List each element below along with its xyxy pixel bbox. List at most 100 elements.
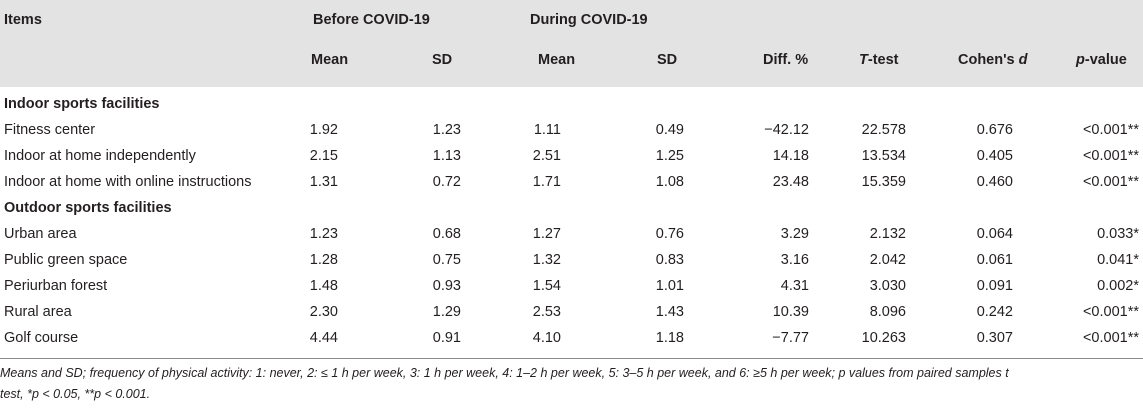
cell-mean-during: 1.11 <box>533 122 561 138</box>
col-sd-before: SD <box>432 52 453 68</box>
cell-diff: 23.48 <box>772 174 809 190</box>
table-row: Indoor at home with online instructions … <box>0 169 1143 195</box>
cell-diff: 14.18 <box>772 148 809 164</box>
col-p-value: p-value <box>1076 52 1127 68</box>
cell-cohens-d: 0.676 <box>976 122 1013 138</box>
cell-t-test: 2.042 <box>869 252 906 268</box>
cell-cohens-d: 0.064 <box>976 226 1013 242</box>
col-cohens-prefix: Cohen's <box>958 52 1019 68</box>
cell-t-test: 15.359 <box>861 174 906 190</box>
cell-cohens-d: 0.061 <box>976 252 1013 268</box>
cell-cohens-d: 0.460 <box>976 174 1013 190</box>
cell-mean-during: 1.71 <box>532 174 561 190</box>
table-row: Urban area 1.23 0.68 1.27 0.76 3.29 2.13… <box>0 221 1143 247</box>
cell-item: Fitness center <box>4 122 96 138</box>
cell-sd-during: 0.49 <box>655 122 684 138</box>
col-t-test: T-test <box>859 52 898 68</box>
cell-item: Rural area <box>4 304 72 320</box>
cell-sd-during: 1.43 <box>655 304 684 320</box>
cell-diff: 10.39 <box>772 304 809 320</box>
table-row: Golf course 4.44 0.91 4.10 1.18 −7.77 10… <box>0 325 1143 351</box>
cell-sd-before: 1.13 <box>432 148 461 164</box>
header-during-covid: During COVID-19 <box>530 12 648 28</box>
cell-mean-during: 2.53 <box>532 304 561 320</box>
cell-sd-before: 1.23 <box>432 122 461 138</box>
cell-mean-during: 2.51 <box>532 148 561 164</box>
footnote-line-1: Means and SD; frequency of physical acti… <box>0 366 1009 380</box>
cell-p-value: 0.041* <box>1097 252 1139 268</box>
cell-p-value: 0.033* <box>1097 226 1139 242</box>
table-header-group-row: Items Before COVID-19 During COVID-19 <box>0 0 1143 40</box>
cell-diff: 4.31 <box>780 278 809 294</box>
col-mean-during: Mean <box>538 52 576 68</box>
cell-diff: −42.12 <box>764 122 809 138</box>
cell-sd-before: 1.29 <box>432 304 461 320</box>
cell-t-test: 3.030 <box>869 278 906 294</box>
cell-mean-before: 2.30 <box>309 304 338 320</box>
cell-diff: 3.29 <box>780 226 809 242</box>
col-t-test-rest: -test <box>867 52 899 68</box>
cell-mean-before: 1.31 <box>309 174 338 190</box>
header-before-covid: Before COVID-19 <box>313 12 430 28</box>
cell-item: Public green space <box>4 252 128 268</box>
cell-cohens-d: 0.242 <box>976 304 1013 320</box>
cell-cohens-d: 0.405 <box>976 148 1013 164</box>
table-row: Periurban forest 1.48 0.93 1.54 1.01 4.3… <box>0 273 1143 299</box>
cell-sd-during: 1.18 <box>655 330 684 346</box>
cell-mean-during: 4.10 <box>532 330 561 346</box>
col-mean-before: Mean <box>311 52 349 68</box>
cell-p-value: 0.002* <box>1097 278 1139 294</box>
cell-mean-before: 1.92 <box>309 122 338 138</box>
cell-sd-during: 1.01 <box>655 278 684 294</box>
section-title: Outdoor sports facilities <box>4 200 172 216</box>
cell-sd-before: 0.75 <box>432 252 461 268</box>
cell-sd-during: 0.83 <box>655 252 684 268</box>
table-bottom-rule <box>0 358 1143 359</box>
section-row-outdoor: Outdoor sports facilities <box>0 195 1143 221</box>
cell-sd-during: 1.08 <box>655 174 684 190</box>
cell-mean-before: 2.15 <box>309 148 338 164</box>
cell-t-test: 13.534 <box>861 148 906 164</box>
col-diff-percent: Diff. % <box>763 52 809 68</box>
cell-diff: −7.77 <box>772 330 809 346</box>
table-row: Public green space 1.28 0.75 1.32 0.83 3… <box>0 247 1143 273</box>
col-p-rest: -value <box>1084 52 1127 68</box>
cell-item: Periurban forest <box>4 278 108 294</box>
footnote-line-2: test, *p < 0.05, **p < 0.001. <box>0 387 151 401</box>
section-title: Indoor sports facilities <box>4 96 160 112</box>
cell-mean-before: 4.44 <box>309 330 338 346</box>
cell-t-test: 22.578 <box>861 122 906 138</box>
cell-t-test: 2.132 <box>869 226 906 242</box>
cell-mean-during: 1.54 <box>532 278 561 294</box>
cell-p-value: <0.001** <box>1082 122 1139 138</box>
cell-t-test: 8.096 <box>869 304 906 320</box>
table-row: Fitness center 1.92 1.23 1.11 0.49 −42.1… <box>0 117 1143 143</box>
header-items: Items <box>4 12 42 28</box>
cell-mean-before: 1.23 <box>309 226 338 242</box>
cell-t-test: 10.263 <box>861 330 906 346</box>
cell-sd-before: 0.93 <box>432 278 461 294</box>
cell-item: Golf course <box>4 330 79 346</box>
cell-cohens-d: 0.307 <box>976 330 1013 346</box>
cell-mean-before: 1.28 <box>309 252 338 268</box>
table-header-column-row: Mean SD Mean SD Diff. % T-test Cohen's d… <box>0 40 1143 87</box>
col-t-test-italic: T <box>859 52 868 68</box>
cell-mean-during: 1.32 <box>532 252 561 268</box>
cell-sd-before: 0.72 <box>432 174 461 190</box>
col-cohens-d-italic: d <box>1018 52 1028 68</box>
cell-p-value: <0.001** <box>1082 148 1139 164</box>
col-p-italic: p <box>1076 52 1085 68</box>
cell-item: Indoor at home independently <box>4 148 196 164</box>
table-row: Indoor at home independently 2.15 1.13 2… <box>0 143 1143 169</box>
col-sd-during: SD <box>657 52 678 68</box>
table-row: Rural area 2.30 1.29 2.53 1.43 10.39 8.0… <box>0 299 1143 325</box>
cell-sd-during: 0.76 <box>655 226 684 242</box>
table-footnote: Means and SD; frequency of physical acti… <box>0 363 1135 405</box>
cell-cohens-d: 0.091 <box>976 278 1013 294</box>
col-cohens-d: Cohen's d <box>958 52 1028 68</box>
cell-mean-before: 1.48 <box>309 278 338 294</box>
cell-sd-before: 0.68 <box>432 226 461 242</box>
cell-p-value: <0.001** <box>1082 330 1139 346</box>
cell-sd-before: 0.91 <box>432 330 461 346</box>
